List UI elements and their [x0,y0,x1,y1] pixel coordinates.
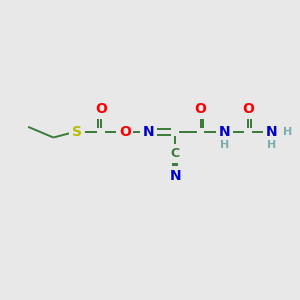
Text: N: N [266,125,278,139]
Text: O: O [95,102,107,116]
Text: H: H [283,127,292,137]
Text: O: O [242,102,254,116]
Text: H: H [220,140,229,150]
Text: C: C [171,147,180,160]
Text: S: S [72,125,82,139]
Text: O: O [119,125,131,139]
Text: N: N [143,125,154,139]
Text: H: H [267,140,277,150]
Text: N: N [169,169,181,183]
Text: O: O [195,102,206,116]
Text: N: N [218,125,230,139]
